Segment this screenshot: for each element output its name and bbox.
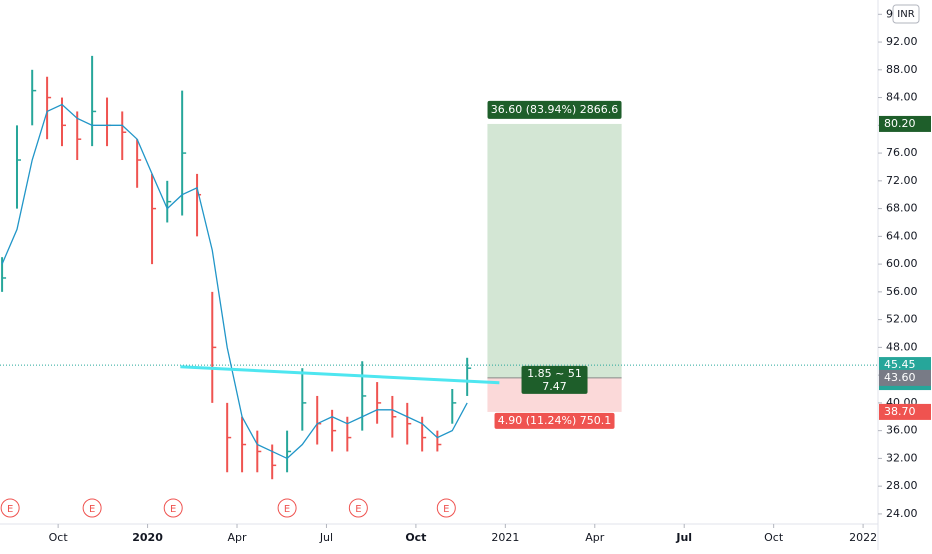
price-tag	[879, 403, 931, 420]
earnings-marker[interactable]	[163, 498, 183, 518]
center-tag	[521, 365, 588, 394]
y-tick-label: 64.00	[886, 229, 918, 242]
earnings-label: E	[7, 504, 13, 515]
moving-average	[1, 103, 468, 460]
price-tag	[879, 357, 931, 374]
target-label: 36.60 (83.94%) 2866.6	[491, 103, 619, 116]
target-tag	[487, 100, 622, 119]
currency-box[interactable]	[892, 4, 920, 24]
x-tick-label: Apr	[585, 531, 605, 544]
x-tick-label: Oct	[405, 531, 426, 544]
earnings-label: E	[443, 504, 449, 515]
x-tick-label: Jul	[675, 531, 692, 544]
earnings-label: E	[355, 504, 361, 515]
x-tick-label: Jul	[319, 531, 333, 544]
y-tick-label: 28.00	[886, 479, 918, 492]
price-tag	[879, 115, 931, 132]
price-axis-bg	[878, 0, 932, 550]
y-tick-label: 68.00	[886, 202, 918, 215]
earnings-label: E	[170, 504, 176, 515]
earnings-marker[interactable]	[348, 498, 368, 518]
price-tag-label: 43.60	[884, 371, 916, 384]
ratio-label: 7.47	[542, 380, 567, 393]
earnings-marker[interactable]	[277, 498, 297, 518]
earnings-marker[interactable]	[82, 498, 102, 518]
y-tick-label: 52.00	[886, 313, 918, 326]
y-tick-label: 84.00	[886, 91, 918, 104]
y-tick-label: 88.00	[886, 63, 918, 76]
price-tag-label: 80.20	[884, 117, 916, 130]
target-zone	[487, 123, 622, 378]
center-label: 1.85 ~ 51	[527, 367, 582, 380]
y-tick-label: 76.00	[886, 146, 918, 159]
y-tick-label: 32.00	[886, 451, 918, 464]
x-tick-label: 2020	[132, 531, 163, 544]
price-tag-label: 38.70	[884, 405, 916, 418]
x-tick-label: 2022	[849, 531, 877, 544]
price-tag	[879, 369, 931, 386]
earnings-label: E	[89, 504, 95, 515]
y-tick-label: 36.00	[886, 424, 918, 437]
y-tick-label: 72.00	[886, 174, 918, 187]
stop-tag	[494, 412, 615, 429]
y-tick-label: 60.00	[886, 257, 918, 270]
earnings-label: E	[284, 504, 290, 515]
trendline	[180, 365, 500, 385]
y-tick-label: 92.00	[886, 35, 918, 48]
y-tick-label: 48.00	[886, 340, 918, 353]
y-tick-label: 56.00	[886, 285, 918, 298]
currency-label: INR	[897, 9, 914, 20]
x-tick-label: Oct	[49, 531, 69, 544]
x-tick-label: Oct	[764, 531, 784, 544]
y-tick-label: 24.00	[886, 507, 918, 520]
earnings-marker[interactable]	[436, 498, 456, 518]
earnings-marker[interactable]	[0, 498, 20, 518]
x-tick-label: 2021	[491, 531, 519, 544]
price-tag-label: 45.45	[884, 358, 916, 371]
stop-label: 4.90 (11.24%) 750.1	[498, 414, 612, 427]
x-tick-label: Apr	[227, 531, 247, 544]
